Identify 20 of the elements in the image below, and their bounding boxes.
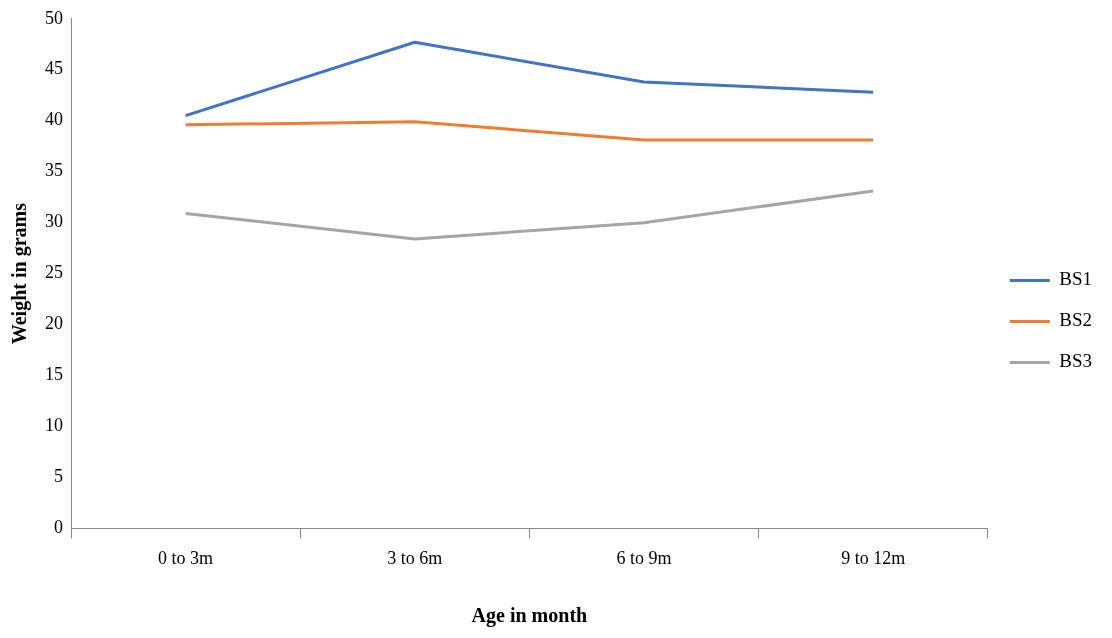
- y-tick-label: 10: [45, 415, 63, 436]
- y-tick-label: 50: [45, 7, 63, 28]
- legend-label: BS1: [1059, 268, 1093, 290]
- y-tick-label: 35: [45, 160, 63, 181]
- legend-label: BS2: [1059, 309, 1093, 331]
- y-tick-label: 25: [45, 262, 63, 283]
- y-tick-label: 0: [54, 517, 63, 538]
- x-tick-label: 0 to 3m: [158, 547, 214, 568]
- x-axis-title: Age in month: [471, 604, 588, 628]
- y-tick-label: 40: [45, 109, 63, 130]
- y-tick-label: 30: [45, 211, 63, 232]
- y-tick-label: 5: [54, 466, 63, 487]
- legend-label: BS3: [1059, 350, 1093, 372]
- y-axis-title: Weight in grams: [8, 202, 32, 345]
- x-tick-label: 3 to 6m: [387, 547, 443, 568]
- x-tick-label: 9 to 12m: [841, 547, 906, 568]
- x-tick-label: 6 to 9m: [616, 547, 672, 568]
- y-tick-label: 15: [45, 364, 63, 385]
- y-tick-label: 20: [45, 313, 63, 334]
- y-tick-label: 45: [45, 58, 63, 79]
